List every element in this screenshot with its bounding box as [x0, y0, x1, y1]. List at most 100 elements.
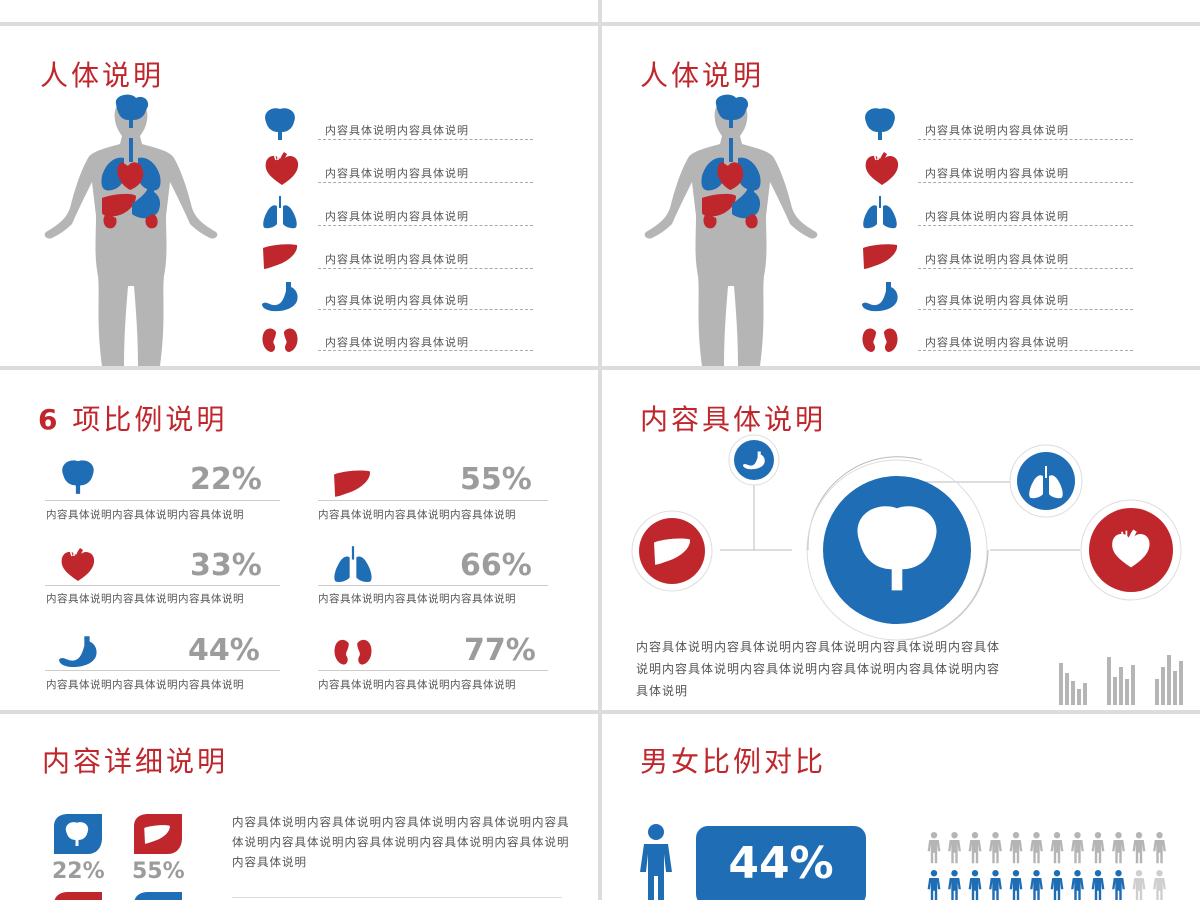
slide-title: 内容具体说明 — [640, 403, 827, 436]
slide-top-left-partial — [0, 0, 598, 22]
person-icon-gray — [1133, 870, 1146, 900]
organ-description: 内容具体说明内容具体说明 — [325, 167, 469, 180]
lungs-icon — [260, 194, 300, 230]
liver-badge — [134, 814, 182, 854]
brain-badge — [54, 814, 102, 854]
ratio-value: 77% — [464, 633, 536, 668]
dashed-divider — [918, 225, 1133, 226]
brain-center-badge — [823, 476, 971, 624]
person-icon-gray — [1030, 832, 1043, 863]
slide-detail-description: 内容详细说明 22% 55% 内容具体说明内容具体说明内容具体说明内容具体说明内… — [0, 714, 598, 900]
divider-line — [232, 897, 562, 898]
organ-description: 内容具体说明内容具体说明 — [925, 253, 1069, 266]
liver-icon — [860, 238, 900, 274]
person-icon-gray — [928, 832, 941, 863]
person-icon-blue — [989, 870, 1002, 900]
ratio-value: 66% — [460, 548, 532, 583]
slide-gender-ratio: 男女比例对比 44% — [602, 714, 1200, 900]
liver-icon — [260, 238, 300, 274]
brain-icon — [56, 458, 100, 496]
organ-description: 内容具体说明内容具体说明 — [325, 336, 469, 349]
dashed-divider — [918, 350, 1133, 351]
dashed-divider — [318, 350, 533, 351]
slide-title: 人体说明 — [40, 59, 165, 92]
person-icon-blue — [969, 870, 982, 900]
divider-line — [45, 500, 280, 501]
stomach-badge — [728, 434, 780, 486]
slide-six-ratios: 6 项比例说明 22% 内容具体说明内容具体说明内容具体说明 55% 内容具体说… — [0, 370, 598, 710]
liver-icon — [330, 464, 374, 502]
lungs-badge — [1009, 444, 1083, 518]
person-icon-blue — [948, 870, 961, 900]
dashed-divider — [918, 182, 1133, 183]
person-icon-gray — [1153, 832, 1166, 863]
ratio-caption: 内容具体说明内容具体说明内容具体说明 — [318, 509, 516, 521]
brain-icon — [260, 106, 300, 142]
person-icon-gray — [1153, 870, 1166, 900]
divider-line — [318, 585, 548, 586]
human-body-figure — [644, 94, 818, 366]
person-icon-blue — [1051, 870, 1064, 900]
person-icon-gray — [1051, 832, 1064, 863]
ratio-value: 55% — [132, 859, 185, 884]
person-icon-gray — [989, 832, 1002, 863]
slide-title: 男女比例对比 — [640, 745, 827, 778]
liver-badge — [631, 510, 713, 592]
organ-description: 内容具体说明内容具体说明 — [925, 210, 1069, 223]
kidneys-icon — [326, 634, 380, 672]
person-icon-blue — [928, 870, 941, 900]
ratio-caption: 内容具体说明内容具体说明内容具体说明 — [318, 593, 516, 605]
divider-line — [45, 585, 280, 586]
stomach-icon — [52, 632, 104, 670]
heart-badge — [1080, 499, 1182, 601]
person-icon-gray — [1112, 832, 1125, 863]
ratio-caption: 内容具体说明内容具体说明内容具体说明 — [46, 593, 244, 605]
divider-line — [318, 670, 548, 671]
person-icon-blue — [1010, 870, 1023, 900]
slide-title: 人体说明 — [640, 59, 765, 92]
person-icon-gray — [1071, 832, 1084, 863]
percentage-badge: 44% — [696, 826, 866, 900]
divider-line — [45, 670, 280, 671]
slide-organ-diagram: 内容具体说明 — [602, 370, 1200, 710]
heart-icon — [862, 151, 902, 187]
human-body-figure — [44, 94, 218, 366]
dashed-divider — [318, 139, 533, 140]
organ-description: 内容具体说明内容具体说明 — [325, 124, 469, 137]
dashed-divider — [318, 182, 533, 183]
male-person-icon — [636, 824, 676, 900]
organ-description: 内容具体说明内容具体说明 — [325, 210, 469, 223]
ratio-value: 44% — [188, 633, 260, 668]
kidneys-icon — [257, 323, 303, 359]
lungs-icon — [860, 194, 900, 230]
heart-icon — [262, 151, 302, 187]
divider-line — [318, 500, 548, 501]
lungs-icon — [330, 544, 376, 584]
title-text: 项比例说明 — [72, 403, 228, 436]
ratio-caption: 内容具体说明内容具体说明内容具体说明 — [46, 509, 244, 521]
person-icon-gray — [1010, 832, 1023, 863]
organ-relationship-diagram — [631, 434, 1182, 641]
description-paragraph: 内容具体说明内容具体说明内容具体说明内容具体说明内容具体说明内容具体说明内容具体… — [232, 815, 570, 869]
person-icon-blue — [1071, 870, 1084, 900]
slide-title: 内容详细说明 — [42, 745, 229, 778]
description-paragraph: 内容具体说明内容具体说明内容具体说明内容具体说明内容具体说明内容具体说明内容具体… — [636, 640, 1001, 698]
ratio-value: 33% — [190, 548, 262, 583]
person-icon-blue — [1030, 870, 1043, 900]
bar-chart-icon — [1059, 655, 1183, 705]
ratio-caption: 内容具体说明内容具体说明内容具体说明 — [46, 679, 244, 691]
organ-description: 内容具体说明内容具体说明 — [325, 253, 469, 266]
dashed-divider — [918, 309, 1133, 310]
heart-badge-partial — [54, 892, 102, 900]
lungs-badge-partial — [134, 892, 182, 900]
stomach-icon — [258, 278, 302, 314]
organ-description: 内容具体说明内容具体说明 — [925, 167, 1069, 180]
ratio-value: 22% — [190, 462, 262, 497]
dashed-divider — [918, 139, 1133, 140]
person-icon-blue — [1092, 870, 1105, 900]
organ-description: 内容具体说明内容具体说明 — [325, 294, 469, 307]
person-icon-gray — [1092, 832, 1105, 863]
heart-icon — [58, 546, 98, 584]
organ-description: 内容具体说明内容具体说明 — [925, 124, 1069, 137]
dashed-divider — [918, 268, 1133, 269]
